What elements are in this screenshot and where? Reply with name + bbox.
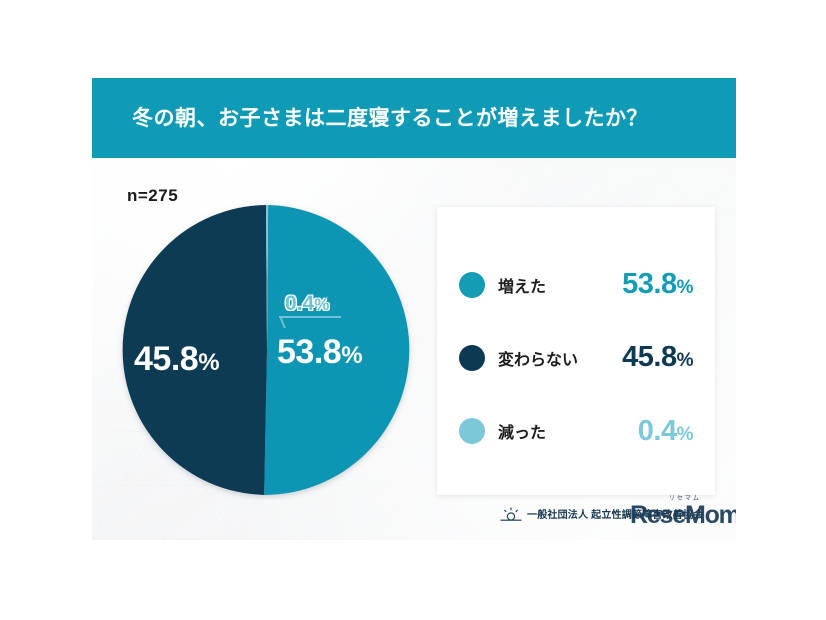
legend-value-unchanged-number: 45.8 [622, 341, 677, 374]
resemom-wordmark: ReseMom [630, 501, 736, 529]
legend-value-unchanged: 45.8% [622, 341, 693, 374]
legend-dot-unchanged [459, 344, 485, 371]
pie-chart: 53.8% 45.8% 0.4% [117, 200, 417, 500]
legend-label-increased: 増えた [498, 278, 547, 296]
legend-row-increased: 増えた 53.8% [459, 255, 694, 314]
legend-dot-decreased [459, 418, 485, 445]
legend-value-increased-percent-symbol: % [676, 277, 694, 299]
legend-value-increased-number: 53.8 [622, 268, 677, 301]
pie-label-decreased-percent-symbol: % [314, 295, 330, 314]
association-name: 一般社団法人 起立性調節障害改善協会 [527, 510, 704, 521]
pie-slice-unchanged [122, 205, 267, 495]
pie-label-decreased: 0.4% [285, 292, 329, 316]
header-band: 冬の朝、お子さまは二度寝することが増えましたか？ [92, 78, 736, 158]
pie-label-decreased-value: 0.4 [285, 292, 315, 315]
pie-label-increased-value: 53.8 [277, 333, 342, 371]
legend-value-decreased-number: 0.4 [637, 414, 677, 447]
page-title: 冬の朝、お子さまは二度寝することが増えましたか？ [132, 106, 648, 130]
legend-value-unchanged-percent-symbol: % [676, 350, 694, 372]
sunrise-icon [500, 507, 522, 521]
pie-slice-increased [264, 205, 410, 495]
pie-label-increased-percent-symbol: % [341, 342, 363, 369]
legend-row-decreased: 減った 0.4% [459, 402, 694, 461]
legend-dot-increased [459, 271, 485, 298]
infographic-canvas: 冬の朝、お子さまは二度寝することが増えましたか？ n=275 [92, 78, 736, 540]
legend-value-decreased: 0.4% [637, 414, 694, 448]
legend-label-unchanged: 変わらない [498, 351, 579, 369]
callout-leader-line [279, 316, 341, 318]
legend-row-unchanged: 変わらない 45.8% [459, 328, 694, 387]
sample-size-label: n=275 [127, 186, 179, 205]
association-logo: 一般社団法人 起立性調節障害改善協会 [500, 506, 703, 521]
resemom-logo: リセマム ReseMom [630, 496, 736, 528]
pie-label-increased: 53.8% [277, 333, 363, 372]
legend-value-increased: 53.8% [622, 268, 693, 301]
pie-label-unchanged-percent-symbol: % [198, 349, 220, 376]
legend-card: 増えた 53.8% 変わらない 45.8% 減った 0.4% [437, 207, 715, 495]
resemom-kana: リセマム [668, 496, 701, 502]
legend-label-decreased: 減った [498, 425, 547, 443]
legend-value-decreased-percent-symbol: % [676, 423, 694, 445]
pie-chart-svg [122, 204, 410, 495]
pie-slice-decreased [266, 204, 269, 350]
pie-label-unchanged: 45.8% [134, 340, 220, 379]
pie-label-unchanged-value: 45.8 [134, 340, 199, 378]
footer-bar: 一般社団法人 起立性調節障害改善協会 リセマム ReseMom [92, 492, 736, 540]
